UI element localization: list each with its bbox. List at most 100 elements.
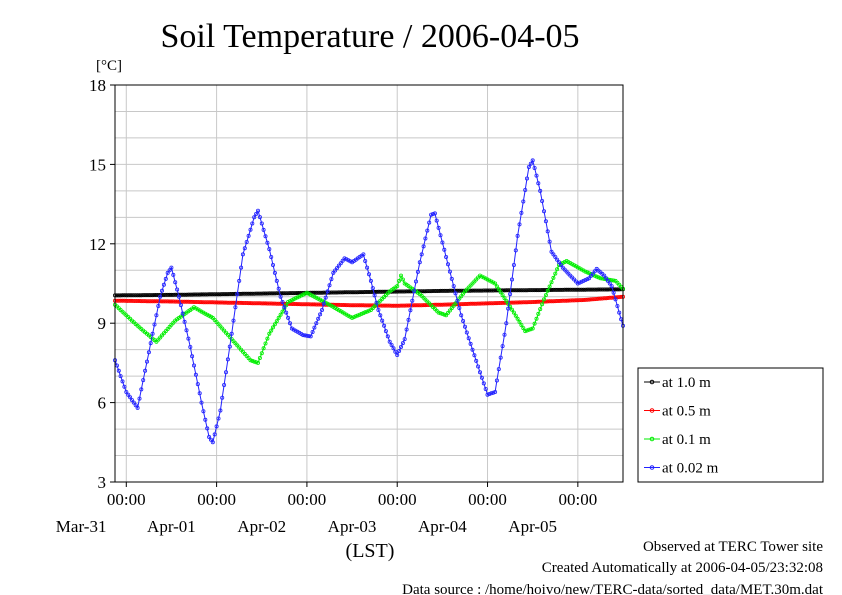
data-point: [239, 265, 244, 270]
data-point: [169, 265, 174, 270]
data-point: [338, 261, 343, 266]
data-point: [589, 287, 594, 292]
data-point: [419, 252, 424, 257]
data-point: [423, 303, 428, 308]
data-point: [534, 288, 539, 293]
data-point: [604, 287, 609, 292]
data-point: [523, 329, 528, 334]
data-point: [361, 303, 366, 308]
data-point: [528, 288, 533, 293]
data-point: [263, 291, 268, 296]
data-point: [579, 298, 584, 303]
data-point: [250, 358, 255, 363]
data-point: [513, 288, 518, 293]
data-point: [596, 287, 601, 292]
legend-item: at 0.5 m: [644, 404, 711, 420]
data-point: [476, 288, 481, 293]
data-point: [363, 303, 368, 308]
data-point: [496, 287, 501, 292]
data-point: [509, 307, 514, 312]
data-point: [391, 303, 396, 308]
data-point: [551, 299, 556, 304]
data-point: [146, 293, 151, 298]
data-point: [135, 298, 140, 303]
data-point: [562, 287, 567, 292]
data-point: [116, 368, 121, 373]
data-point: [355, 303, 360, 308]
data-point: [257, 301, 262, 306]
data-point: [302, 333, 307, 338]
data-point: [521, 300, 526, 305]
data-point: [500, 300, 505, 305]
data-point: [141, 378, 146, 383]
data-point: [208, 300, 213, 305]
data-point: [432, 288, 437, 293]
data-point: [513, 300, 518, 305]
y-tick-label: 18: [89, 76, 106, 95]
data-point: [171, 299, 176, 304]
data-point: [605, 295, 610, 300]
data-point: [438, 311, 443, 316]
data-point: [479, 274, 484, 279]
y-tick-label: 15: [89, 155, 106, 174]
data-point: [128, 298, 133, 303]
data-point: [340, 302, 345, 307]
data-point: [417, 303, 422, 308]
data-point: [146, 350, 151, 355]
data-point: [359, 311, 364, 316]
data-point: [171, 272, 176, 277]
data-point: [227, 291, 232, 296]
data-point: [564, 298, 569, 303]
data-point: [167, 299, 172, 304]
data-point: [468, 288, 473, 293]
data-point: [462, 324, 467, 329]
data-point: [447, 269, 452, 274]
data-point: [331, 290, 336, 295]
data-point: [158, 299, 163, 304]
data-point: [406, 303, 411, 308]
data-point: [293, 301, 298, 306]
data-point: [254, 360, 259, 365]
data-point: [570, 287, 575, 292]
data-point: [334, 290, 339, 295]
data-point: [195, 382, 200, 387]
data-point: [158, 294, 163, 299]
x-tick-date-label: Apr-01: [147, 517, 196, 536]
legend-label: at 1.0 m: [662, 375, 711, 391]
data-point: [474, 358, 479, 363]
data-point: [376, 307, 381, 312]
data-point: [494, 284, 499, 289]
data-point: [289, 291, 294, 296]
data-point: [585, 287, 590, 292]
data-point: [270, 325, 275, 330]
data-point: [336, 302, 341, 307]
data-point: [383, 303, 388, 308]
data-point: [269, 328, 274, 333]
data-point: [525, 328, 530, 333]
data-point: [203, 292, 208, 297]
data-point: [254, 291, 259, 296]
data-point: [436, 302, 441, 307]
data-point: [297, 302, 302, 307]
data-point: [378, 313, 383, 318]
data-point: [144, 359, 149, 364]
data-point: [577, 280, 582, 285]
data-point: [329, 290, 334, 295]
data-point: [498, 355, 503, 360]
data-point: [445, 288, 450, 293]
data-point: [602, 273, 607, 278]
data-point: [265, 301, 270, 306]
data-point: [310, 302, 315, 307]
data-point: [461, 318, 466, 323]
data-point: [491, 288, 496, 293]
data-point: [413, 303, 418, 308]
data-point: [363, 258, 368, 263]
data-point: [423, 289, 428, 294]
y-tick-label: 9: [98, 314, 107, 333]
data-point: [566, 287, 571, 292]
data-point: [494, 378, 499, 383]
data-point: [474, 288, 479, 293]
data-point: [404, 327, 409, 332]
data-point: [398, 273, 403, 278]
